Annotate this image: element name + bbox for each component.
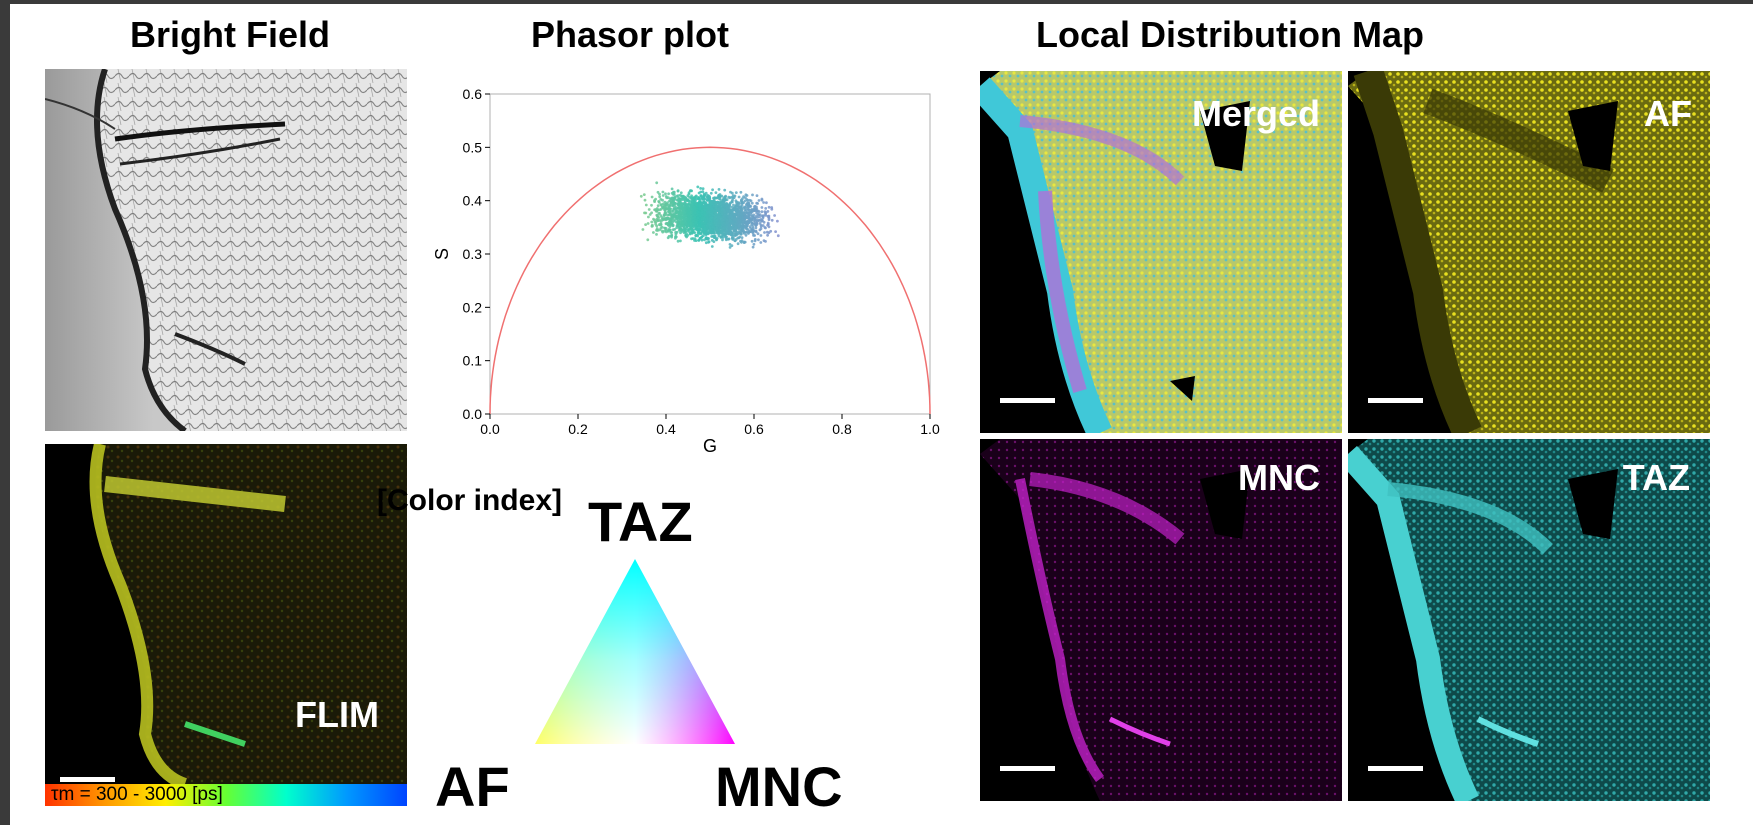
- color-index-af-label: AF: [435, 755, 510, 818]
- phasor-y-tick-label: 0.5: [463, 139, 483, 155]
- af-label: AF: [1644, 93, 1692, 134]
- flim-image: FLIM τm = 300 - 3000 [ps]: [45, 444, 407, 806]
- phasor-y-tick-label: 0.3: [463, 246, 483, 262]
- color-index-mnc-label: MNC: [715, 755, 843, 818]
- figure-canvas: Bright Field Phasor plot Local Distribut…: [10, 4, 1753, 825]
- phasor-plot: 0.0 0.2 0.4 0.6 0.8 1.0 0.0 0.1 0.2 0.3 0.4 0.5 0.6 G…: [432, 86, 940, 454]
- phasor-x-axis-label: G: [703, 436, 717, 454]
- bright-field-image: [45, 69, 407, 431]
- phasor-title: Phasor plot: [530, 14, 730, 55]
- phasor-y-tick-label: 0.6: [463, 86, 483, 102]
- phasor-x-tick-label: 0.0: [480, 421, 500, 437]
- phasor-x-tick-label: 0.2: [568, 421, 588, 437]
- merged-label: Merged: [1191, 93, 1320, 134]
- color-index-taz-label: TAZ: [588, 490, 693, 553]
- taz-scale-bar: [1368, 766, 1423, 771]
- flim-lut-caption: τm = 300 - 3000 [ps]: [51, 784, 223, 805]
- local-distribution-title: Local Distribution Map: [1035, 14, 1424, 55]
- mnc-map-image: MNC: [980, 439, 1342, 801]
- phasor-y-tick-label: 0.1: [463, 353, 483, 369]
- merged-map-image: Merged: [980, 71, 1342, 433]
- flim-lut-bar: τm = 300 - 3000 [ps]: [45, 784, 407, 806]
- mnc-scale-bar: [1000, 766, 1055, 771]
- phasor-x-tick-label: 1.0: [920, 421, 940, 437]
- phasor-y-tick-label: 0.4: [463, 193, 483, 209]
- color-index-heading: [Color index]: [377, 484, 562, 517]
- merged-scale-bar: [1000, 398, 1055, 403]
- af-scale-bar: [1368, 398, 1423, 403]
- flim-scale-bar: [60, 777, 115, 782]
- bright-field-title: Bright Field: [130, 14, 330, 55]
- taz-label: TAZ: [1622, 457, 1690, 498]
- phasor-scatter-points: [639, 181, 780, 249]
- phasor-y-tick-label: 0.0: [463, 406, 483, 422]
- phasor-x-tick-label: 0.6: [744, 421, 764, 437]
- color-index-triangle: [535, 559, 735, 744]
- phasor-x-tick-label: 0.4: [656, 421, 676, 437]
- mnc-label: MNC: [1238, 457, 1320, 498]
- flim-label: FLIM: [295, 694, 379, 735]
- af-map-image: AF: [1348, 71, 1710, 433]
- phasor-x-tick-label: 0.8: [832, 421, 852, 437]
- phasor-semicircle: [489, 146, 931, 415]
- taz-map-image: TAZ: [1348, 439, 1710, 801]
- phasor-y-tick-label: 0.2: [463, 299, 483, 315]
- phasor-y-axis-label: S: [432, 248, 452, 260]
- phasor-plot-frame: [489, 93, 931, 415]
